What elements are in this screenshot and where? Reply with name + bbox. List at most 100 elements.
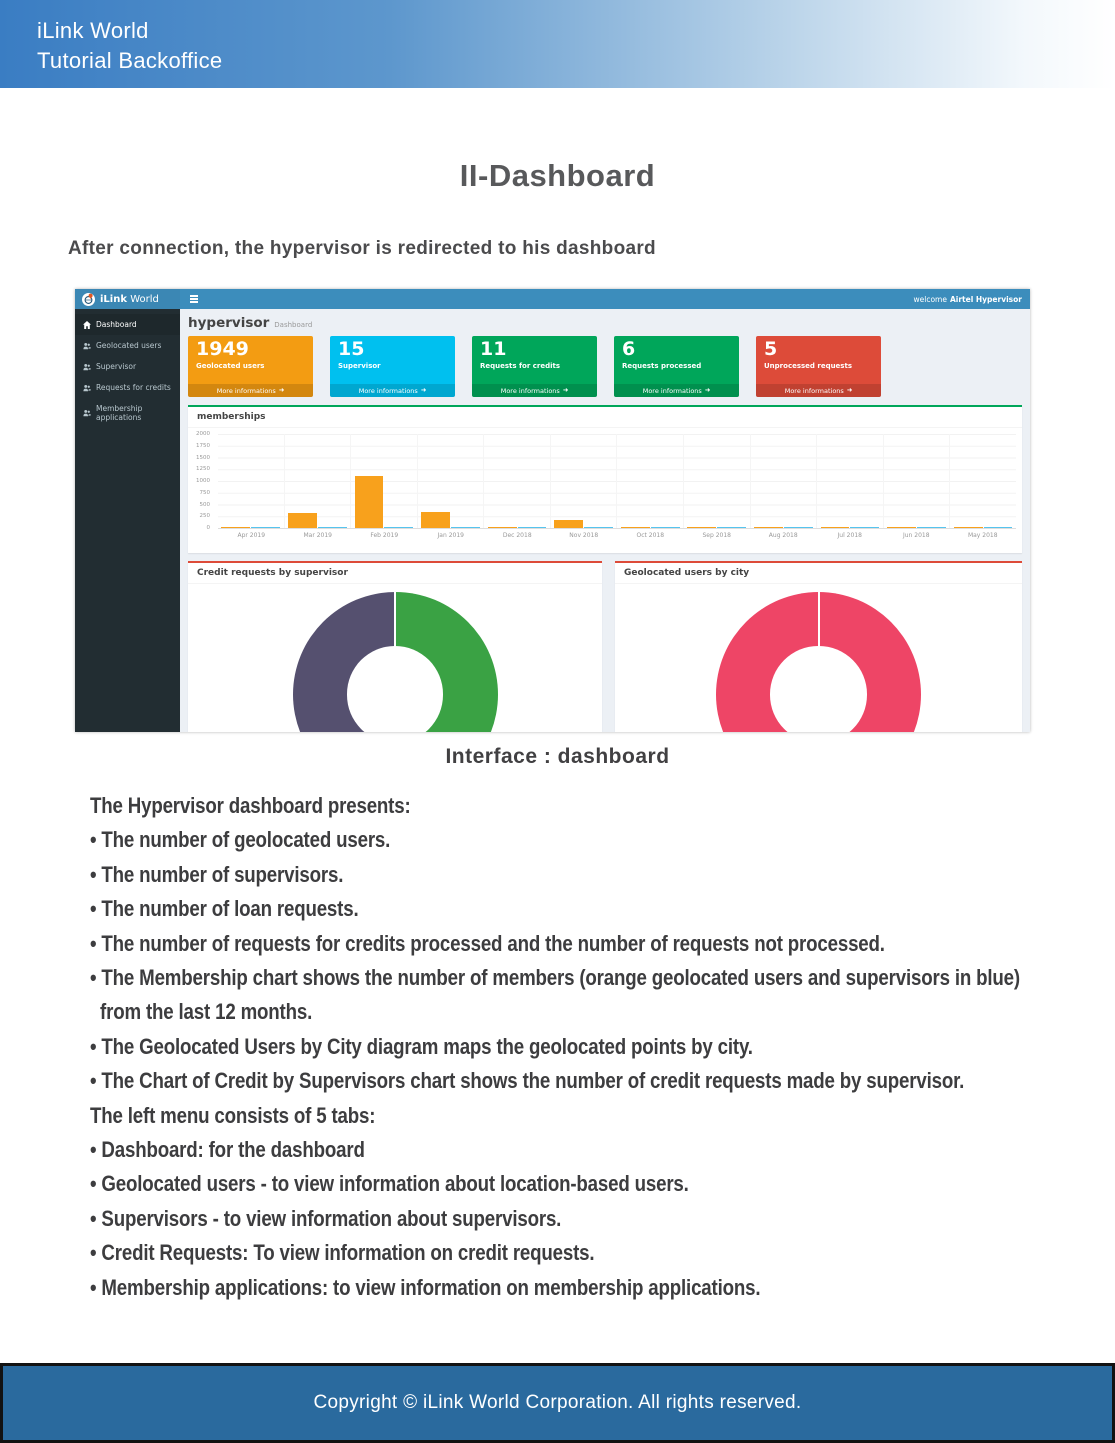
arrow-circle-icon: ➜ bbox=[846, 386, 853, 395]
page-title: II-Dashboard bbox=[459, 158, 656, 193]
users-icon bbox=[83, 409, 91, 417]
x-tick-label: Oct 2018 bbox=[636, 532, 665, 539]
x-tick-label: Apr 2019 bbox=[237, 532, 266, 539]
body-line: • The number of loan requests. bbox=[90, 896, 359, 922]
page-subtitle: After connection, the hypervisor is redi… bbox=[68, 238, 656, 259]
slice-divider bbox=[394, 592, 396, 695]
y-tick-label: 2000 bbox=[196, 431, 210, 437]
ilink-logo-icon bbox=[82, 292, 95, 306]
figure-caption: Interface : dashboard bbox=[445, 745, 670, 768]
sidebar-item-geolocated-users[interactable]: Geolocated users bbox=[75, 335, 180, 356]
bar-plot-area bbox=[218, 434, 1016, 529]
bar-supervisors bbox=[717, 526, 747, 528]
body-line: • The number of geolocated users. bbox=[90, 827, 391, 853]
bar-geolocated-users bbox=[288, 512, 317, 528]
stat-card-supervisor: 15 Supervisor More informations ➜ bbox=[330, 336, 455, 397]
bar-supervisors bbox=[317, 526, 347, 528]
body-line: from the last 12 months. bbox=[90, 999, 313, 1025]
sidebar-item-supervisor[interactable]: Supervisor bbox=[75, 356, 180, 377]
credit-requests-donut-chart bbox=[292, 592, 498, 732]
x-tick-label: Aug 2018 bbox=[768, 532, 798, 539]
more-informations-link[interactable]: More informations ➜ bbox=[614, 384, 739, 397]
y-tick-label: 1250 bbox=[196, 466, 210, 473]
bar-geolocated-users bbox=[953, 526, 983, 528]
body-line: • The number of supervisors. bbox=[90, 861, 344, 887]
body-line: • The Membership chart shows the number … bbox=[90, 965, 1020, 991]
stat-label: Requests for credits bbox=[480, 362, 561, 370]
x-tick-label: Dec 2018 bbox=[502, 532, 532, 539]
more-informations-link[interactable]: More informations ➜ bbox=[472, 384, 597, 397]
bar-geolocated-users bbox=[687, 526, 717, 528]
bar-geolocated-users bbox=[754, 526, 783, 528]
sidebar-item-dashboard[interactable]: Dashboard bbox=[75, 314, 180, 335]
more-informations-link[interactable]: More informations ➜ bbox=[330, 384, 455, 397]
more-informations-link[interactable]: More informations ➜ bbox=[756, 384, 881, 397]
users-icon bbox=[83, 363, 91, 370]
x-tick-label: Jun 2018 bbox=[902, 532, 930, 539]
month-cell bbox=[616, 434, 683, 528]
dashboard-screenshot: iLink World welcome Airtel Hypervisor Da… bbox=[75, 289, 1030, 732]
sidebar-item-membership-applications[interactable]: Membership applications bbox=[75, 398, 180, 428]
stat-card-requests-for-credits: 11 Requests for credits More information… bbox=[472, 336, 597, 397]
y-axis-labels: 2000 1750 1500 1250 1000 750 500 250 0 bbox=[188, 431, 214, 531]
y-tick-label: 1000 bbox=[196, 478, 210, 484]
month-cell bbox=[816, 434, 883, 528]
dashboard-content: hypervisor Dashboard 1949 Geolocated use… bbox=[180, 309, 1030, 732]
stat-label: Requests processed bbox=[622, 362, 702, 370]
users-icon bbox=[83, 342, 91, 349]
stat-card-requests-processed: 6 Requests processed More informations ➜ bbox=[614, 336, 739, 397]
geolocated-users-title: Geolocated users by city bbox=[615, 563, 1022, 584]
credit-requests-title: Credit requests by supervisor bbox=[188, 563, 602, 584]
credit-requests-panel: Credit requests by supervisor bbox=[188, 561, 602, 732]
stat-value: 6 bbox=[622, 338, 636, 360]
bar-geolocated-users bbox=[354, 475, 384, 528]
brand[interactable]: iLink World bbox=[75, 289, 180, 309]
welcome-username: Airtel Hypervisor bbox=[949, 294, 1022, 304]
memberships-chart: 2000 1750 1500 1250 1000 750 500 250 0 Apr 2019 M… bbox=[188, 428, 1022, 539]
x-tick-label: Nov 2018 bbox=[569, 532, 599, 539]
month-cell bbox=[949, 434, 1016, 528]
hamburger-menu-icon[interactable] bbox=[190, 295, 198, 303]
bar-supervisors bbox=[384, 526, 414, 528]
month-cell bbox=[683, 434, 750, 528]
body-line: • Dashboard: for the dashboard bbox=[90, 1137, 365, 1163]
header-line-2: Tutorial Backoffice bbox=[37, 48, 223, 73]
arrow-circle-icon: ➜ bbox=[278, 386, 285, 395]
x-tick-label: Jan 2019 bbox=[437, 532, 464, 539]
sidebar-item-requests-for-credits[interactable]: Requests for credits bbox=[75, 377, 180, 398]
dashboard-sidebar: Dashboard Geolocated users Supervisor Re… bbox=[75, 309, 180, 732]
month-cell bbox=[549, 434, 617, 528]
donut-panels-row: Credit requests by supervisor Geolocated… bbox=[188, 561, 1022, 732]
month-cell bbox=[483, 434, 550, 528]
welcome-text: welcome Airtel Hypervisor bbox=[913, 294, 1023, 304]
stat-label: Supervisor bbox=[338, 362, 381, 370]
x-tick-label: Sep 2018 bbox=[702, 532, 732, 539]
geolocated-users-panel: Geolocated users by city bbox=[615, 561, 1022, 732]
bar-supervisors bbox=[517, 526, 547, 528]
x-tick-label: Jul 2018 bbox=[837, 532, 862, 539]
stat-card-geolocated-users: 1949 Geolocated users More informations ➜ bbox=[188, 336, 313, 397]
bar-geolocated-users bbox=[820, 526, 850, 528]
stat-value: 5 bbox=[764, 338, 778, 360]
bar-geolocated-users bbox=[554, 520, 584, 528]
stat-label: Unprocessed requests bbox=[764, 362, 852, 370]
y-tick-label: 250 bbox=[199, 513, 211, 520]
content-title: hypervisor bbox=[188, 315, 270, 331]
month-cell bbox=[350, 434, 417, 528]
bar-supervisors bbox=[783, 526, 813, 528]
body-line: • Membership applications: to view infor… bbox=[90, 1274, 761, 1300]
bar-supervisors bbox=[650, 526, 680, 528]
memberships-title: memberships bbox=[188, 407, 1022, 428]
bar-supervisors bbox=[584, 526, 614, 528]
stat-label: Geolocated users bbox=[196, 362, 265, 370]
bar-supervisors bbox=[850, 526, 880, 528]
more-informations-link[interactable]: More informations ➜ bbox=[188, 384, 313, 397]
bar-geolocated-users bbox=[887, 526, 917, 528]
body-text: The Hypervisor dashboard presents: • The … bbox=[90, 789, 1115, 1305]
body-line: • Credit Requests: To view information o… bbox=[90, 1240, 595, 1266]
body-line: The left menu consists of 5 tabs: bbox=[90, 1102, 376, 1128]
stat-card-unprocessed-requests: 5 Unprocessed requests More informations… bbox=[756, 336, 881, 397]
x-tick-label: Feb 2019 bbox=[370, 532, 399, 539]
y-tick-label: 500 bbox=[199, 501, 211, 508]
body-line: • The number of requests for credits pro… bbox=[90, 930, 885, 956]
